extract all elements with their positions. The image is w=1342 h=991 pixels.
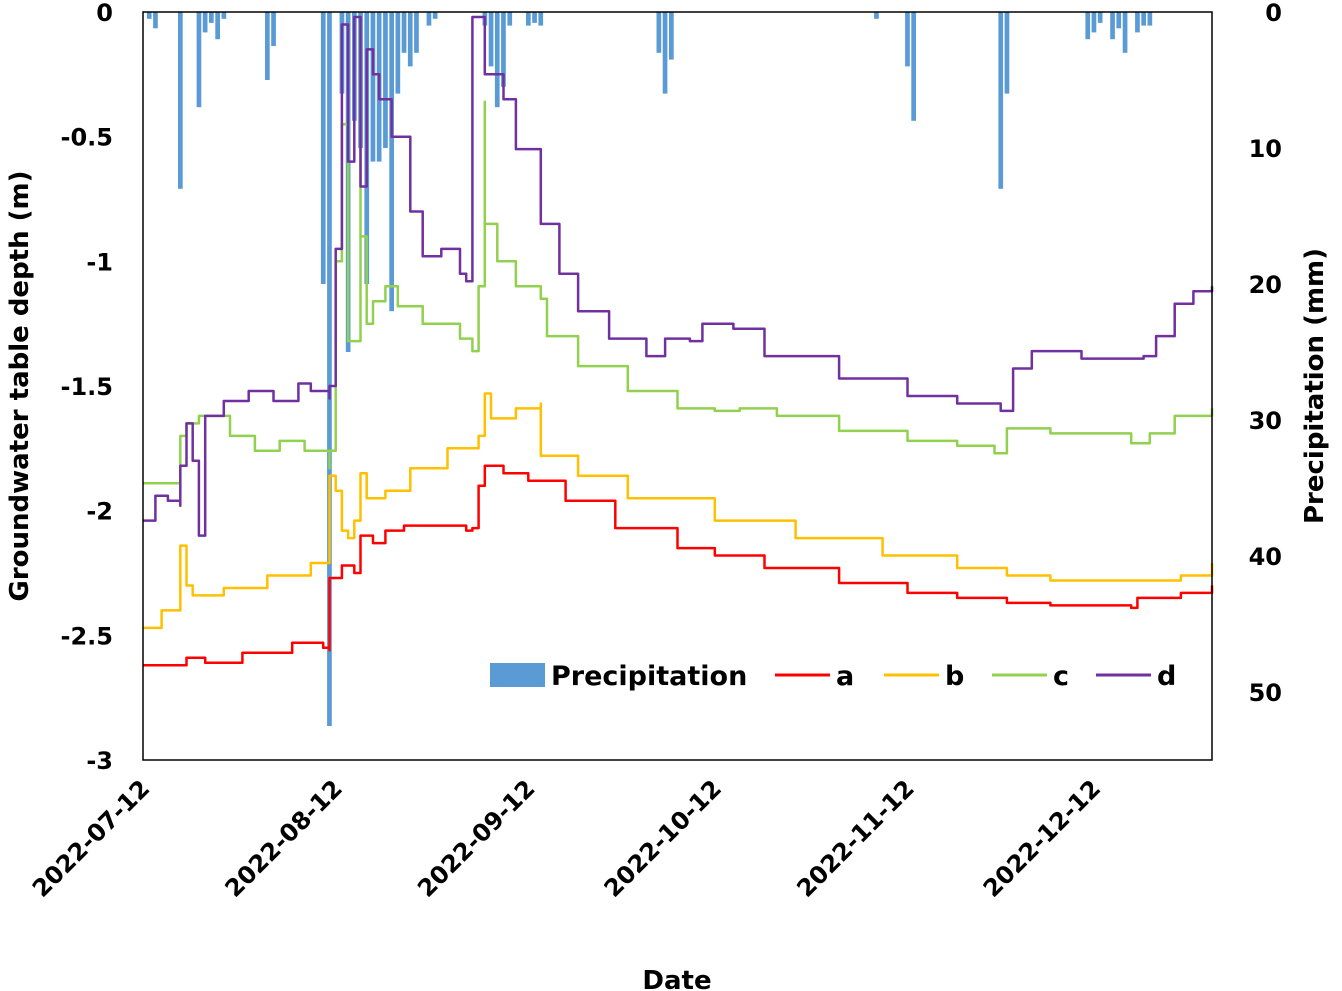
precipitation-bar <box>494 12 500 108</box>
precipitation-bar <box>320 12 326 284</box>
precipitation-bar <box>432 12 438 19</box>
precipitation-bar <box>153 12 158 29</box>
precipitation-bar <box>662 12 668 94</box>
right-y-tick-label: 20 <box>1249 271 1282 299</box>
precipitation-bar <box>146 12 152 19</box>
x-tick-label: 2022-08-12 <box>220 774 348 902</box>
right-y-tick-label: 10 <box>1249 135 1282 163</box>
left-y-tick-label: -0.5 <box>61 124 113 152</box>
precipitation-bar <box>1122 12 1128 53</box>
x-tick-label: 2022-10-12 <box>599 774 727 902</box>
precipitation-bar <box>426 12 432 26</box>
series-line-d <box>143 15 1214 537</box>
precipitation-bar <box>370 12 376 162</box>
legend-label: b <box>945 661 964 692</box>
legend-swatch <box>490 663 545 687</box>
x-tick-label: 2022-11-12 <box>791 774 919 902</box>
x-tick-label: 2022-12-12 <box>978 774 1106 902</box>
groundwater-series <box>143 15 1214 667</box>
legend-item-precipitation: Precipitation <box>490 661 747 692</box>
series-line-a <box>143 464 1214 667</box>
precipitation-bar <box>178 12 183 189</box>
precipitation-bar <box>407 12 413 67</box>
legend-item-b: b <box>884 661 964 692</box>
legend-label: c <box>1053 661 1069 692</box>
left-y-tick-label: -2.5 <box>61 622 113 650</box>
precipitation-bar <box>221 12 227 19</box>
precipitation-bar <box>1116 12 1122 29</box>
left-y-tick-label: -1.5 <box>61 373 113 401</box>
legend-label: d <box>1157 661 1176 692</box>
left-y-axis-title: Groundwater table depth (m) <box>5 170 35 601</box>
left-y-axis-ticks: 0 -0.5 -1 -1.5 -2 -2.5 -3 <box>61 0 113 775</box>
left-y-tick-label: 0 <box>96 0 113 27</box>
legend-label: Precipitation <box>551 661 747 692</box>
legend-item-a: a <box>775 661 854 692</box>
legend-item-d: d <box>1096 661 1176 692</box>
x-axis-ticks: 2022-07-12 2022-08-12 2022-09-12 2022-10-12… <box>27 774 1106 902</box>
precipitation-bar <box>669 12 674 60</box>
precipitation-bar <box>271 12 276 46</box>
precipitation-bar <box>1091 12 1097 33</box>
precipitation-bar <box>874 12 879 19</box>
precipitation-bar <box>501 12 506 87</box>
left-y-tick-label: -2 <box>86 498 113 526</box>
precipitation-bar <box>265 12 270 80</box>
right-y-axis-title: Precipitation (mm) <box>1300 248 1330 524</box>
precipitation-bar <box>911 12 916 121</box>
left-y-tick-label: -1 <box>86 248 113 276</box>
precipitation-bar <box>905 12 910 67</box>
precipitation-bar <box>1110 12 1115 40</box>
precipitation-bar <box>1004 12 1010 94</box>
right-y-tick-label: 40 <box>1249 543 1282 571</box>
precipitation-bar <box>507 12 513 26</box>
precipitation-bar <box>526 12 531 26</box>
legend-label: a <box>836 661 854 692</box>
series-line-c <box>143 23 1214 490</box>
plot-area-frame <box>142 11 1213 761</box>
precipitation-bar <box>327 12 332 726</box>
precipitation-bar <box>488 12 494 67</box>
precipitation-bar <box>196 12 202 108</box>
precipitation-bar <box>538 12 544 26</box>
precipitation-bar <box>656 12 662 53</box>
precipitation-bar <box>532 12 537 23</box>
precipitation-bar <box>414 12 419 53</box>
legend-item-c: c <box>992 661 1069 692</box>
precipitation-bar <box>395 12 401 94</box>
precipitation-bar <box>1085 12 1091 40</box>
precipitation-bar <box>389 12 394 312</box>
left-y-tick-label: -3 <box>86 747 113 775</box>
right-y-tick-label: 30 <box>1249 407 1282 435</box>
right-y-tick-label: 0 <box>1265 0 1282 27</box>
precipitation-bar <box>209 12 214 23</box>
precipitation-bar <box>401 12 407 53</box>
legend: Precipitation a b c d <box>490 661 1176 692</box>
precipitation-bar <box>1097 12 1103 23</box>
precipitation-bar <box>202 12 208 33</box>
precipitation-bar <box>215 12 220 40</box>
precipitation-bar <box>998 12 1004 189</box>
right-y-axis-ticks: 0 10 20 30 40 50 <box>1249 0 1282 707</box>
precipitation-bar <box>1147 12 1153 26</box>
precipitation-bar <box>1141 12 1146 26</box>
series-line-b <box>143 392 1214 630</box>
x-axis-title: Date <box>642 966 711 991</box>
precipitation-bars <box>146 12 1153 726</box>
right-y-tick-label: 50 <box>1249 679 1282 707</box>
x-tick-label: 2022-09-12 <box>412 774 540 902</box>
precipitation-bar <box>1135 12 1140 33</box>
precipitation-bar <box>383 12 388 148</box>
x-tick-label: 2022-07-12 <box>27 774 155 902</box>
